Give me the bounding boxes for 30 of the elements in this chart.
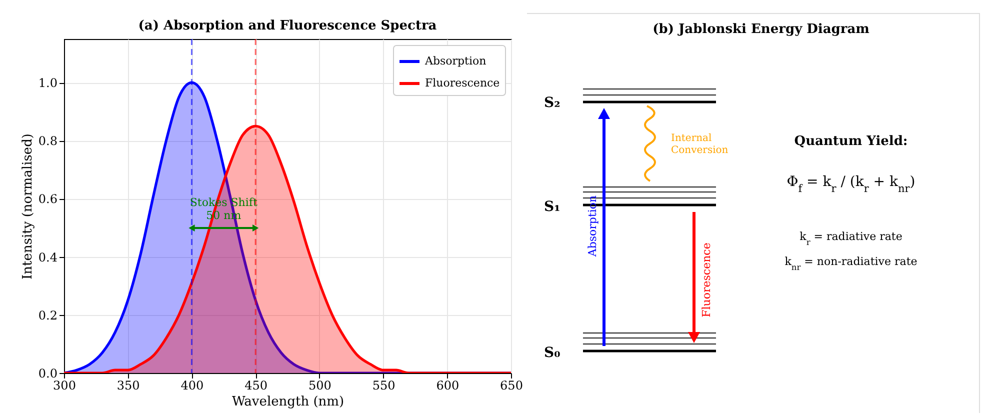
x-tick-label: 400: [180, 378, 204, 392]
x-tick-label: 300: [53, 378, 76, 392]
x-axis-title: Wavelength (nm): [232, 394, 344, 410]
y-tick-label: 0.0: [38, 366, 58, 380]
x-tick-label: 500: [308, 378, 332, 392]
y-tick-label: 0.4: [38, 250, 58, 264]
x-tick-label: 350: [116, 378, 140, 392]
x-tick-label: 600: [436, 378, 460, 392]
text: S₂: [544, 95, 560, 111]
x-tick-label: 550: [372, 378, 396, 392]
text: Absorption: [586, 195, 599, 258]
text: S₀: [544, 345, 560, 361]
text: k$_{r}$ = radiative rate: [800, 230, 902, 247]
text: Fluorescence: [700, 242, 713, 318]
text: (b) Jablonski Energy Diagram: [652, 22, 870, 37]
y-tick-label: 0.2: [38, 308, 58, 322]
text: Internal Conversion: [671, 133, 729, 156]
text: S₁: [544, 199, 560, 215]
x-tick-label: 450: [244, 378, 268, 392]
legend-label: Fluorescence: [425, 76, 500, 90]
chart-title: (a) Absorption and Fluorescence Spectra: [138, 18, 438, 34]
text: Quantum Yield:: [794, 134, 908, 149]
y-tick-label: 1.0: [38, 76, 58, 90]
text: k$_{nr}$ = non-radiative rate: [784, 255, 918, 272]
y-tick-label: 0.6: [38, 192, 58, 206]
text: Φ$_{f}$ = k$_{r}$ / (k$_{r}$ + k$_{nr}$): [786, 174, 916, 195]
y-tick-label: 0.8: [38, 134, 58, 148]
y-axis-title: Intensity (normalised): [20, 134, 36, 280]
x-tick-label: 650: [500, 378, 523, 392]
legend-label: Absorption: [424, 54, 486, 68]
